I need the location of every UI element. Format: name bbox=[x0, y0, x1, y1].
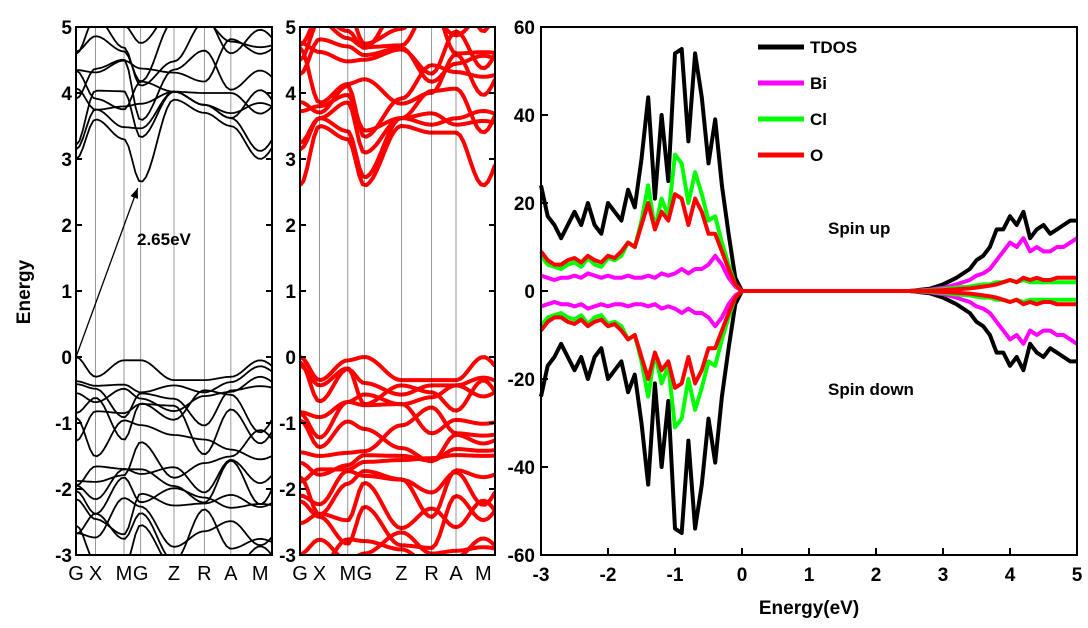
spin-down-label: Spin down bbox=[828, 380, 914, 399]
dos-x-tick-label: 3 bbox=[938, 565, 949, 586]
y-tick-label: 2 bbox=[61, 216, 72, 237]
valence-band-line bbox=[300, 363, 495, 413]
k-tick-label: M bbox=[475, 563, 492, 585]
legend-label: Bi bbox=[810, 74, 827, 93]
k-tick-label: X bbox=[89, 563, 102, 585]
dos-y-tick-label: 20 bbox=[514, 194, 535, 215]
conduction-band-line bbox=[300, 29, 495, 76]
conduction-band-line bbox=[76, 0, 272, 15]
dos-x-tick-label: 1 bbox=[804, 565, 815, 586]
conduction-band-line bbox=[353, 27, 491, 46]
conduction-band-line bbox=[300, 27, 495, 62]
k-tick-label: M bbox=[116, 563, 133, 585]
dos-spin-up-line bbox=[540, 236, 1079, 293]
dos-y-tick-label: -20 bbox=[508, 370, 535, 391]
y-tick-label: 5 bbox=[61, 18, 72, 39]
legend-label: TDOS bbox=[810, 38, 857, 57]
dos-x-tick-label: 5 bbox=[1072, 565, 1083, 586]
y-tick-label: 3 bbox=[285, 150, 296, 171]
dos-panel: -60 -40 -20 0 20 40 60 -3 -2 -1 0 1 2 3 4 5 TDOS Bi Cl O bbox=[508, 18, 1083, 586]
spin-up-label: Spin up bbox=[828, 219, 890, 238]
valence-band-line bbox=[300, 468, 495, 519]
dos-spin-up-line bbox=[539, 152, 1077, 293]
legend-label: O bbox=[810, 146, 823, 165]
y-tick-label: 1 bbox=[285, 282, 296, 303]
dos-spin-up-line bbox=[539, 47, 1077, 293]
conduction-band-line bbox=[76, 27, 272, 83]
k-tick-label: A bbox=[224, 563, 238, 585]
dos-x-tick-label: -3 bbox=[533, 565, 550, 586]
y-tick-label: -3 bbox=[279, 546, 296, 567]
conduction-band-line bbox=[300, 27, 471, 50]
dos-spin-down-line bbox=[539, 289, 1077, 390]
k-tick-label: M bbox=[252, 563, 269, 585]
y-tick-label: -1 bbox=[279, 414, 296, 435]
y-tick-label: 2 bbox=[285, 216, 296, 237]
conduction-band-line bbox=[300, 46, 495, 106]
y-tick-label: -2 bbox=[279, 480, 296, 501]
k-tick-label: G bbox=[357, 563, 373, 585]
legend-label: Cl bbox=[810, 110, 827, 129]
band-gap-arrowhead bbox=[130, 188, 139, 199]
conduction-band-minimum-line bbox=[300, 124, 495, 188]
y-tick-label: 4 bbox=[285, 84, 296, 105]
dos-y-tick-label: -40 bbox=[508, 458, 535, 479]
k-tick-label: M bbox=[339, 563, 356, 585]
y-axis-label: Energy bbox=[14, 259, 35, 324]
y-tick-label: -1 bbox=[55, 414, 72, 435]
dos-y-tick-label: -60 bbox=[508, 546, 535, 567]
valence-band-line bbox=[300, 530, 495, 555]
dos-y-tick-label: 40 bbox=[514, 106, 535, 127]
dos-spin-up-line bbox=[539, 192, 1077, 293]
y-tick-label: 5 bbox=[285, 18, 296, 39]
y-tick-label: 0 bbox=[285, 348, 296, 369]
dos-y-tick-label: 60 bbox=[514, 18, 535, 39]
k-tick-label: R bbox=[197, 563, 211, 585]
valence-band-line bbox=[300, 360, 495, 404]
valence-band-maximum-line bbox=[300, 355, 495, 383]
band-gap-arrow bbox=[75, 187, 139, 358]
conduction-band-line bbox=[300, 0, 495, 18]
band-gap-label: 2.65eV bbox=[137, 230, 192, 249]
valence-band-line bbox=[300, 481, 495, 531]
y-tick-label: 0 bbox=[61, 348, 72, 369]
dos-x-tick-label: -2 bbox=[600, 565, 617, 586]
band-lines bbox=[300, 0, 495, 555]
y-tick-label: 1 bbox=[61, 282, 72, 303]
dos-curves bbox=[539, 47, 1079, 535]
k-tick-label: A bbox=[449, 563, 463, 585]
dos-spin-down-line bbox=[539, 289, 1077, 430]
valence-band-line bbox=[300, 494, 495, 550]
valence-band-line bbox=[300, 453, 495, 484]
valence-band-line bbox=[76, 508, 272, 555]
y-tick-label: 3 bbox=[61, 150, 72, 171]
y-tick-label: 4 bbox=[61, 84, 72, 105]
dos-x-tick-label: -1 bbox=[667, 565, 684, 586]
conduction-band-line bbox=[76, 0, 272, 21]
k-tick-label: Z bbox=[168, 563, 180, 585]
dos-x-tick-label: 4 bbox=[1005, 565, 1016, 586]
dos-legend: TDOS Bi Cl O bbox=[758, 38, 857, 165]
dos-x-axis-label: Energy(eV) bbox=[759, 598, 859, 619]
y-tick-label: -3 bbox=[55, 546, 72, 567]
valence-band-line bbox=[300, 405, 495, 458]
valence-band-line bbox=[300, 418, 495, 464]
y-tick-label: -2 bbox=[55, 480, 72, 501]
k-tick-label: R bbox=[424, 563, 438, 585]
dos-x-tick-label: 2 bbox=[871, 565, 882, 586]
k-tick-label: X bbox=[313, 563, 326, 585]
dos-spin-down-line bbox=[540, 289, 1079, 346]
k-tick-label: G bbox=[292, 563, 308, 585]
conduction-band-line bbox=[300, 63, 495, 139]
dos-y-tick-label: 0 bbox=[524, 282, 535, 303]
k-tick-label: Z bbox=[395, 563, 407, 585]
dos-x-tick-label: 0 bbox=[737, 565, 748, 586]
valence-band-line bbox=[300, 399, 495, 440]
k-tick-label: G bbox=[68, 563, 84, 585]
dos-spin-down-line bbox=[539, 289, 1077, 535]
k-tick-label: G bbox=[133, 563, 149, 585]
